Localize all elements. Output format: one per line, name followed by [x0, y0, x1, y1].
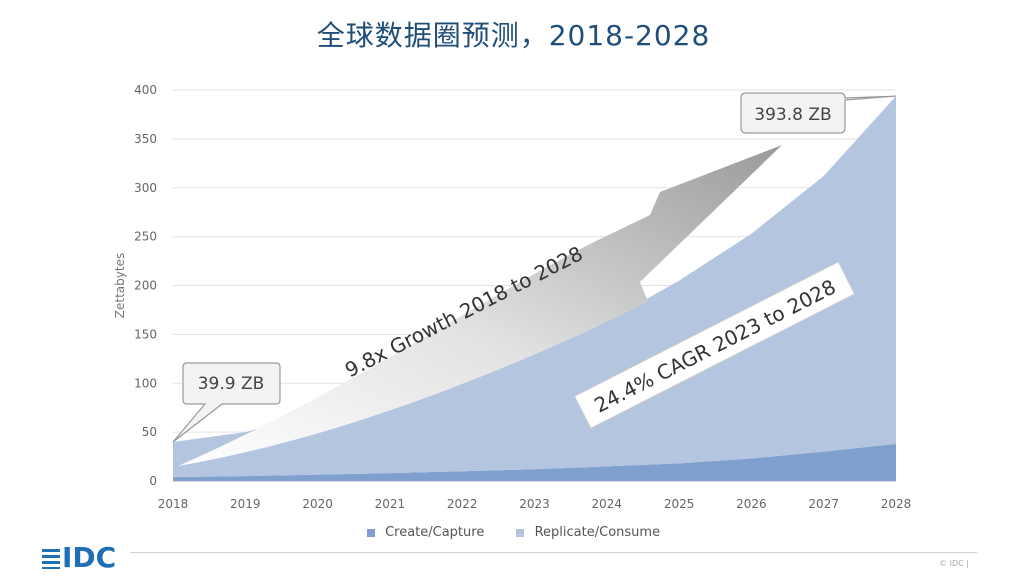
y-tick-label: 300: [134, 181, 157, 195]
area-chart: 0 50 100 150 200 250 300 350 400 2018 2019 2020 2021…: [113, 83, 911, 511]
y-tick-label: 150: [134, 327, 157, 341]
x-tick-label: 2028: [881, 497, 912, 511]
legend-label: Replicate/Consume: [534, 525, 661, 540]
series-areas: [173, 96, 896, 481]
x-tick-label: 2023: [519, 497, 550, 511]
legend-item-create-capture: Create/Capture: [366, 525, 485, 540]
x-tick-label: 2019: [230, 497, 261, 511]
x-tick-label: 2018: [158, 497, 189, 511]
x-tick-label: 2022: [447, 497, 478, 511]
footer-divider: [130, 552, 977, 553]
legend: Create/Capture Replicate/Consume: [0, 525, 1027, 540]
y-tick-label: 250: [134, 230, 157, 244]
x-tick-label: 2020: [302, 497, 333, 511]
x-tick-label: 2026: [736, 497, 767, 511]
start-callout-label: 39.9 ZB: [198, 374, 265, 394]
cagr-annotation-box: [573, 261, 856, 430]
x-tick-label: 2021: [375, 497, 406, 511]
y-tick-label: 400: [134, 83, 157, 97]
area-create-capture: [173, 443, 896, 481]
axes: 0 50 100 150 200 250 300 350 400 2018 2019 2020 2021…: [113, 83, 911, 511]
end-callout-label: 393.8 ZB: [754, 105, 831, 125]
x-tick-label: 2024: [592, 497, 623, 511]
y-axis-label: Zettabytes: [113, 253, 127, 318]
logo-text: IDC: [62, 541, 117, 574]
growth-arrow: [178, 145, 782, 466]
logo-lines-icon: [42, 549, 60, 569]
x-tick-label: 2027: [808, 497, 839, 511]
x-tick-label: 2025: [664, 497, 695, 511]
y-tick-label: 200: [134, 279, 157, 293]
legend-swatch: [366, 528, 375, 537]
legend-swatch: [516, 528, 525, 537]
copyright: © IDC |: [939, 559, 969, 568]
y-tick-label: 0: [149, 474, 157, 488]
growth-arrow-shape: [178, 145, 782, 466]
end-callout-box: [740, 92, 897, 134]
y-tick-label: 100: [134, 376, 157, 390]
idc-logo: IDC: [42, 541, 116, 574]
chart-title: 全球数据圈预测，2018-2028: [316, 19, 711, 52]
area-replicate-consume: [173, 96, 896, 478]
legend-item-replicate-consume: Replicate/Consume: [516, 525, 660, 540]
y-tick-label: 50: [142, 425, 157, 439]
y-tick-label: 350: [134, 132, 157, 146]
start-callout-box: [172, 362, 281, 443]
legend-label: Create/Capture: [385, 525, 485, 540]
